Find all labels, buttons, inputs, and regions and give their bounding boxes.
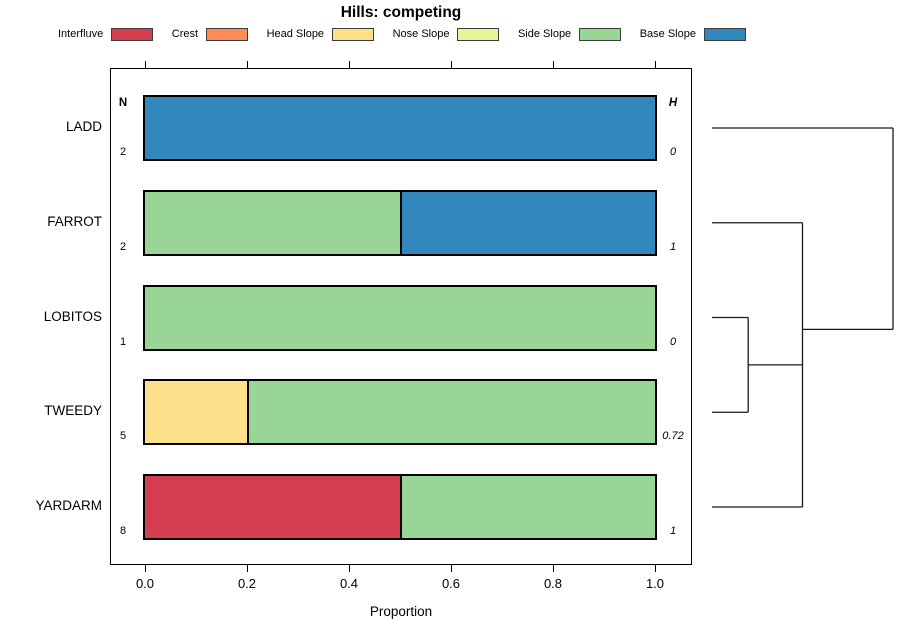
h-value-tweedy: 0.72: [662, 430, 684, 443]
legend-item-crest: Crest: [171, 27, 249, 41]
legend-label: Interfluve: [58, 28, 104, 40]
bar-yardarm: [143, 474, 657, 540]
bar-segment-yardarm-interfluve: [145, 476, 400, 538]
legend-item-base-slope: Base Slope: [639, 27, 746, 41]
x-tick-label: 0.6: [441, 576, 461, 591]
chart-title: Hills: competing: [340, 4, 462, 21]
x-axis-title: Proportion: [369, 604, 433, 619]
x-tick-top: [145, 61, 146, 68]
row-label-tweedy: TWEEDY: [44, 403, 102, 419]
legend-label: Side Slope: [517, 28, 572, 40]
x-tick-label: 0.8: [543, 576, 563, 591]
bar-segment-tweedy-side-slope: [247, 381, 655, 444]
dendrogram: [712, 127, 894, 508]
x-tick-label: 1.0: [645, 576, 665, 591]
bar-tweedy: [143, 379, 657, 446]
x-tick-bottom: [349, 565, 350, 572]
bar-lobitos: [143, 284, 657, 351]
bar-segment-yardarm-side-slope: [400, 476, 655, 538]
row-label-farrot: FARROT: [47, 213, 102, 229]
legend-label: Base Slope: [639, 28, 696, 40]
x-tick-top: [247, 61, 248, 68]
bar-farrot: [143, 189, 657, 256]
x-tick-top: [655, 61, 656, 68]
legend-swatch-head-slope: [332, 27, 375, 41]
x-tick-bottom: [247, 565, 248, 572]
legend-swatch-crest: [206, 27, 249, 41]
x-tick-label: 0.2: [237, 576, 257, 591]
n-value-yardarm: 8: [119, 525, 127, 537]
legend-swatch-nose-slope: [457, 27, 500, 41]
n-column-header: N: [118, 97, 128, 109]
h-value-yardarm: 1: [669, 525, 677, 537]
legend-item-side-slope: Side Slope: [517, 27, 622, 41]
x-tick-top: [349, 61, 350, 68]
row-label-yardarm: YARDARM: [35, 498, 102, 513]
legend-label: Crest: [171, 28, 199, 40]
legend-label: Head Slope: [266, 28, 325, 40]
legend-swatch-base-slope: [703, 27, 746, 41]
x-tick-label: 0.4: [339, 576, 359, 591]
x-tick-bottom: [655, 565, 656, 572]
x-tick-bottom: [145, 565, 146, 572]
legend-item-nose-slope: Nose Slope: [392, 27, 500, 41]
h-value-ladd: 0: [669, 146, 677, 158]
legend-swatch-side-slope: [579, 27, 622, 41]
legend-item-head-slope: Head Slope: [266, 27, 375, 41]
x-tick-top: [451, 61, 452, 68]
n-value-tweedy: 5: [119, 430, 127, 443]
legend-label: Nose Slope: [392, 28, 450, 40]
h-column-header: H: [668, 97, 678, 109]
row-label-ladd: LADD: [65, 119, 102, 134]
legend-swatch-interfluve: [111, 27, 154, 41]
bar-segment-tweedy-head-slope: [145, 381, 247, 444]
n-value-lobitos: 1: [119, 335, 127, 348]
legend-item-interfluve: Interfluve: [58, 27, 154, 41]
bar-segment-farrot-base-slope: [400, 191, 655, 254]
legend: Interfluve Crest Head Slope Nose Slope Side …: [58, 26, 746, 42]
n-value-farrot: 2: [119, 240, 127, 253]
h-value-farrot: 1: [669, 240, 677, 253]
bar-segment-ladd-base-slope: [145, 97, 655, 159]
bar-segment-farrot-side-slope: [145, 191, 400, 254]
n-value-ladd: 2: [119, 146, 127, 158]
row-label-lobitos: LOBITOS: [43, 308, 102, 324]
bar-ladd: [143, 95, 657, 161]
h-value-lobitos: 0: [669, 335, 677, 348]
x-tick-label: 0.0: [135, 576, 155, 591]
x-tick-bottom: [451, 565, 452, 572]
bar-segment-lobitos-side-slope: [145, 286, 655, 349]
x-tick-top: [553, 61, 554, 68]
x-tick-bottom: [553, 565, 554, 572]
